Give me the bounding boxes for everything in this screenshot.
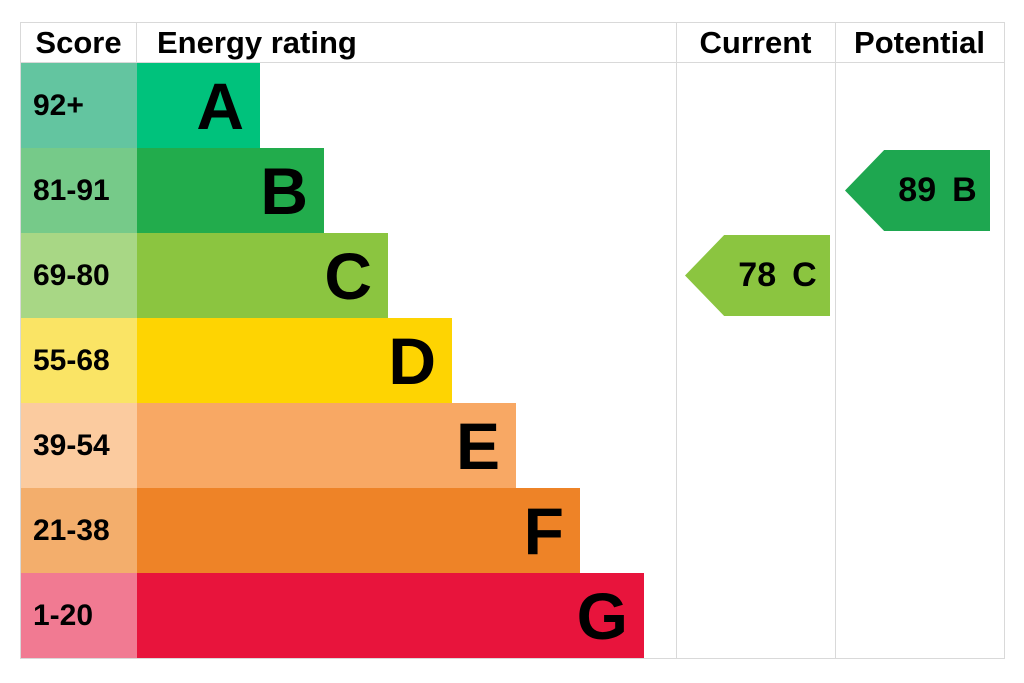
band-row-e: 39-54 E bbox=[21, 403, 1004, 488]
potential-rating-value: 89 bbox=[898, 171, 937, 209]
score-cell-f: 21-38 bbox=[21, 488, 137, 573]
band-bar-a: A bbox=[137, 63, 260, 148]
band-row-d: 55-68 D bbox=[21, 318, 1004, 403]
score-cell-b: 81-91 bbox=[21, 148, 137, 233]
band-letter-g: G bbox=[576, 578, 628, 653]
band-bar-d: D bbox=[137, 318, 452, 403]
band-row-a: 92+ A bbox=[21, 63, 1004, 148]
column-header-current: Current bbox=[699, 24, 812, 60]
epc-rating-chart: Score Energy rating Current Potential 92… bbox=[20, 22, 1005, 659]
band-letter-b: B bbox=[260, 153, 308, 228]
band-bar-f: F bbox=[137, 488, 580, 573]
current-rating-band: C bbox=[792, 256, 817, 294]
current-rating-value: 78 bbox=[738, 256, 777, 294]
band-letter-c: C bbox=[324, 238, 372, 313]
band-letter-e: E bbox=[455, 408, 500, 483]
band-letter-a: A bbox=[196, 68, 244, 143]
score-cell-d: 55-68 bbox=[21, 318, 137, 403]
score-cell-c: 69-80 bbox=[21, 233, 137, 318]
score-cell-a: 92+ bbox=[21, 63, 137, 148]
band-row-b: 81-91 B bbox=[21, 148, 1004, 233]
column-header-energy-rating: Energy rating bbox=[157, 24, 357, 60]
score-cell-e: 39-54 bbox=[21, 403, 137, 488]
band-bar-g: G bbox=[137, 573, 644, 658]
column-header-score: Score bbox=[21, 23, 137, 62]
potential-rating-band: B bbox=[952, 171, 977, 209]
band-bar-b: B bbox=[137, 148, 324, 233]
band-letter-f: F bbox=[523, 493, 564, 568]
band-letter-d: D bbox=[388, 323, 436, 398]
band-row-c: 69-80 C bbox=[21, 233, 1004, 318]
current-column-divider bbox=[676, 23, 677, 658]
band-row-g: 1-20 G bbox=[21, 573, 1004, 658]
column-header-potential: Potential bbox=[854, 24, 985, 60]
band-bar-e: E bbox=[137, 403, 516, 488]
bands-container: 92+ A 81-91 B 69-80 C 55-68 D 39-54 E 21-38 F 1-20 G bbox=[21, 63, 1004, 658]
score-cell-g: 1-20 bbox=[21, 573, 137, 658]
band-bar-c: C bbox=[137, 233, 388, 318]
band-row-f: 21-38 F bbox=[21, 488, 1004, 573]
chart-header-row: Score Energy rating Current Potential bbox=[21, 23, 1004, 63]
potential-column-divider bbox=[835, 23, 836, 658]
